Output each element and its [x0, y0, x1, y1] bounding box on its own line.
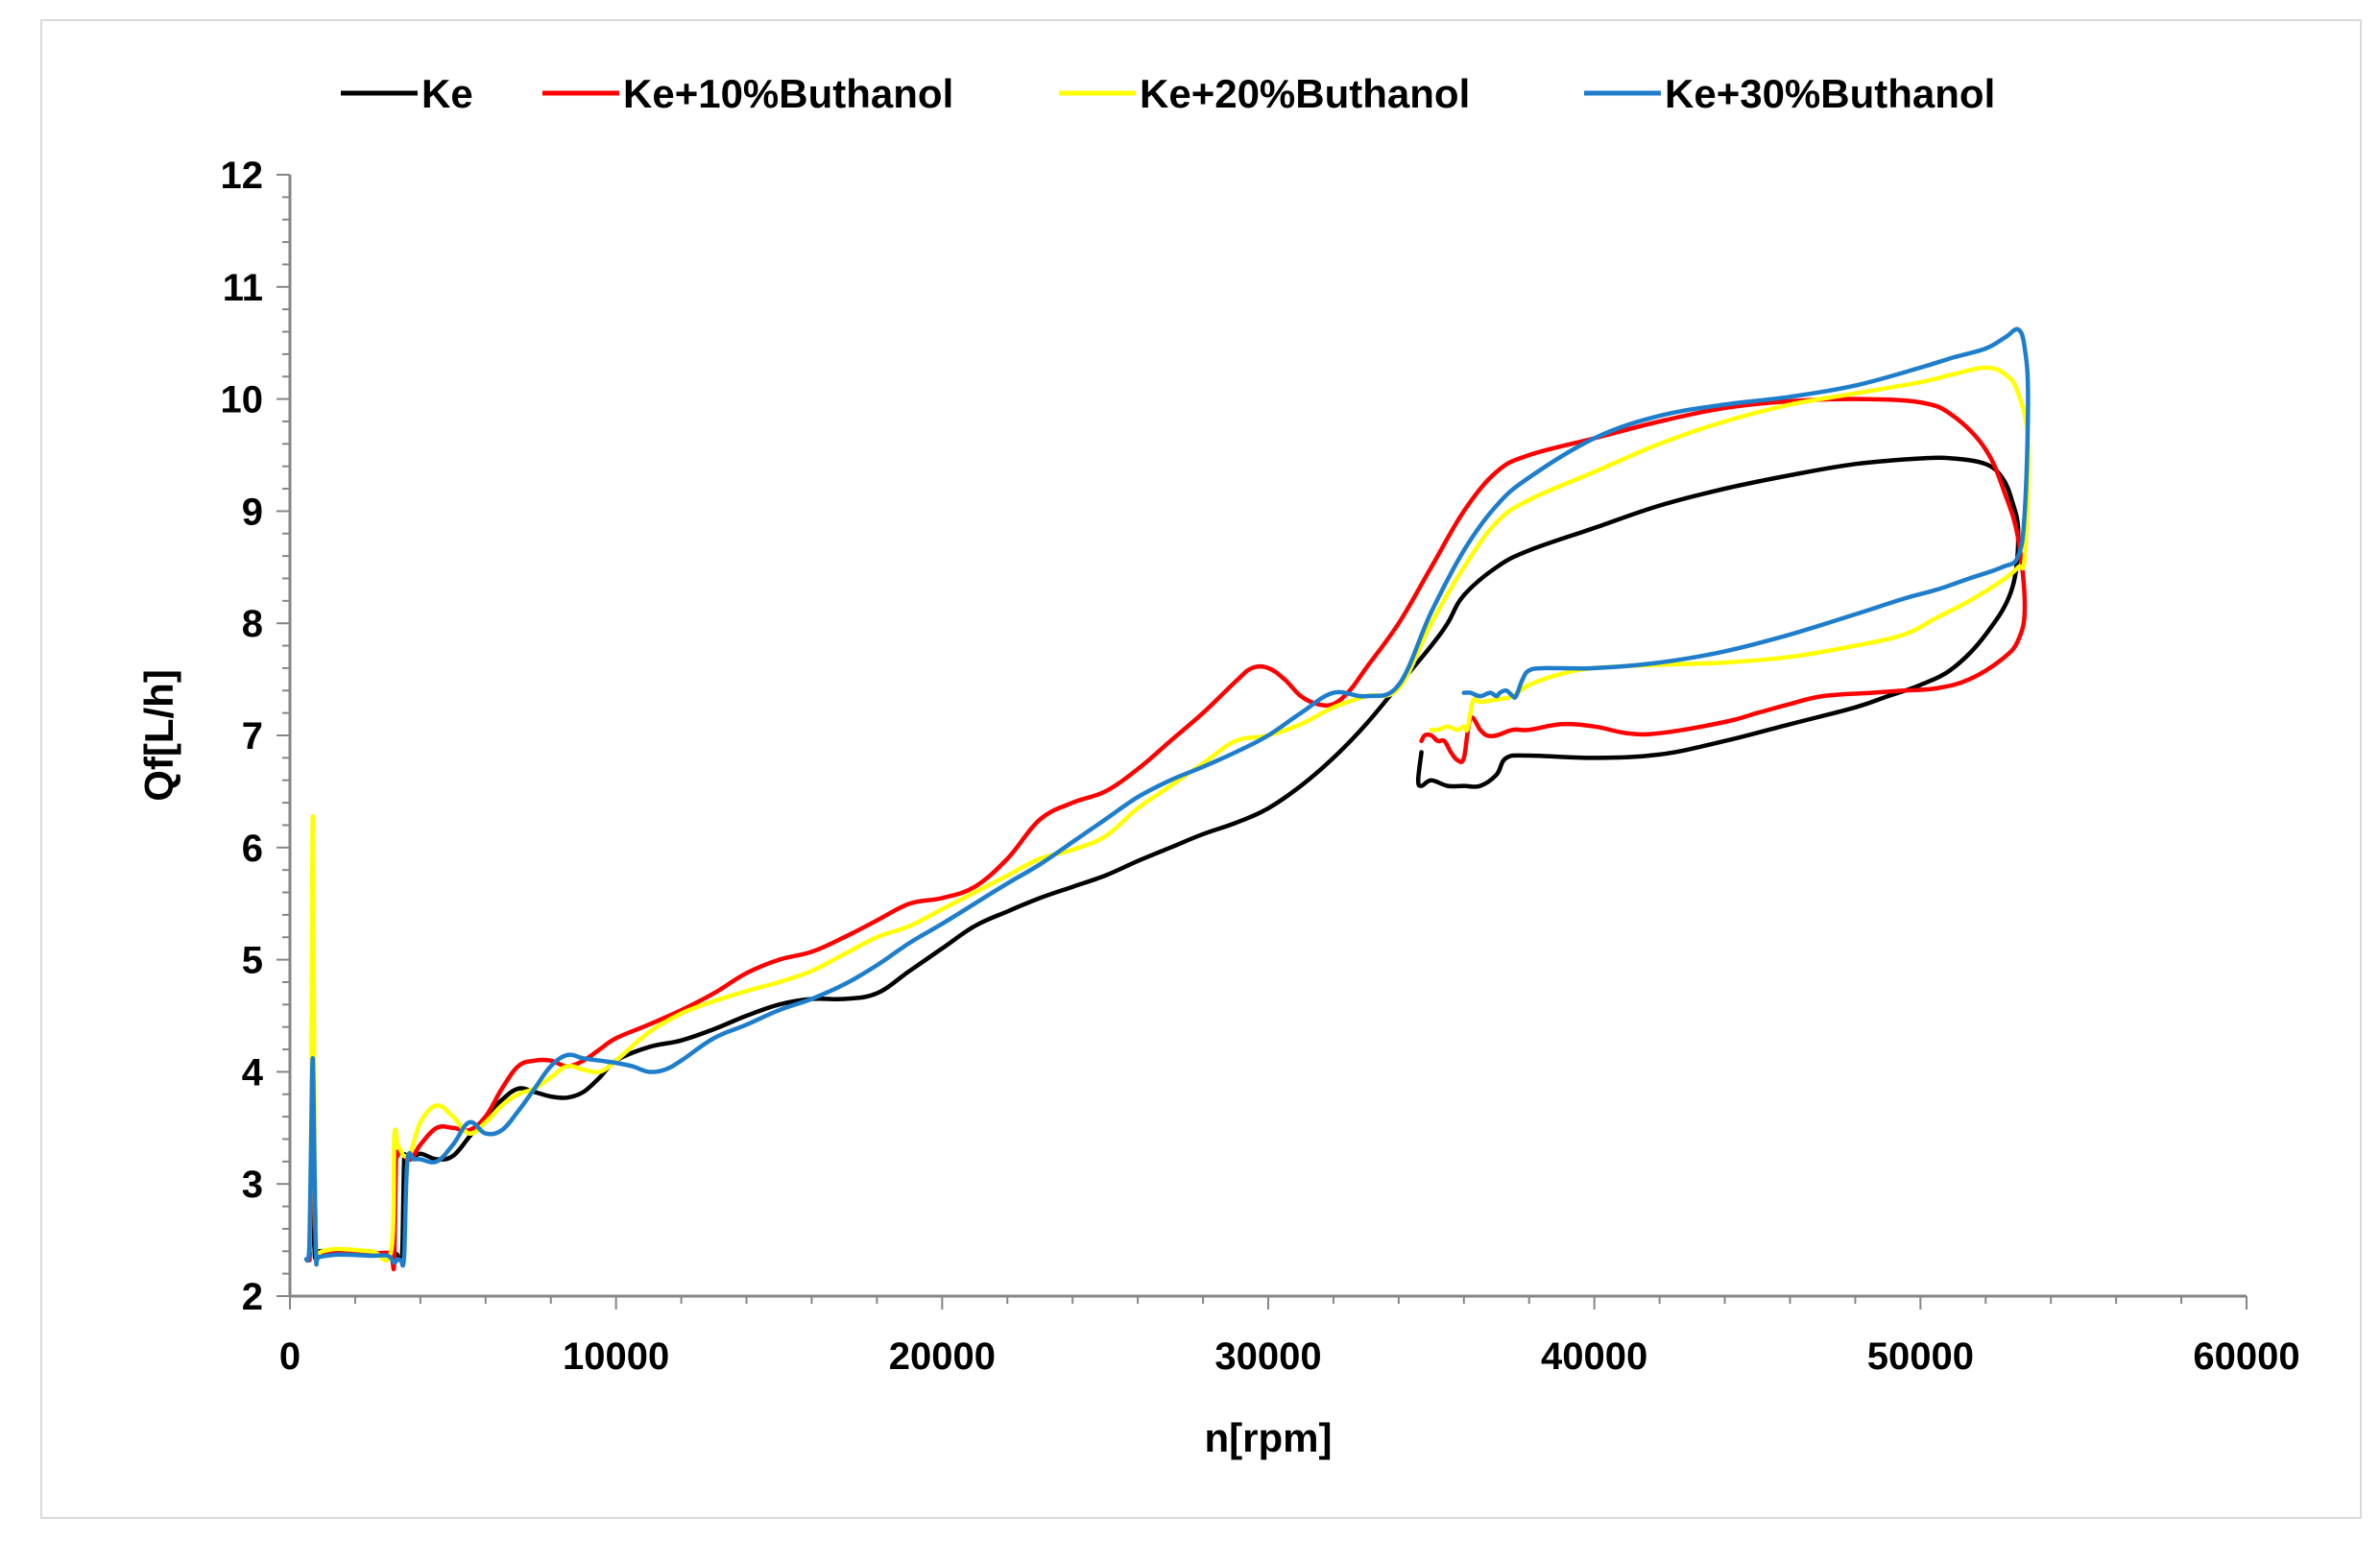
x-tick-label: 10000: [563, 1335, 669, 1378]
x-tick-label: 0: [279, 1335, 301, 1378]
legend-label-4: Ke+30%Buthanol: [1665, 71, 1995, 116]
x-tick-label: 60000: [2193, 1335, 2299, 1378]
x-tick-label: 30000: [1214, 1335, 1321, 1378]
series-group: [303, 326, 2031, 1272]
axes: 2 3 4 5 6 7 8 9 10 11 12 0 10000 20000 30000 40000 5000…: [221, 155, 2300, 1378]
x-axis-title: n[rpm]: [1205, 1415, 1333, 1460]
legend-label-2: Ke+10%Buthanol: [623, 71, 953, 116]
y-tick-label: 10: [221, 379, 264, 421]
y-tick-label: 3: [242, 1164, 263, 1206]
y-tick-label: 6: [242, 828, 263, 870]
x-ticks: 0 10000 20000 30000 40000 50000 60000: [279, 1296, 2300, 1378]
y-tick-label: 11: [223, 267, 263, 309]
y-tick-label: 7: [242, 715, 263, 757]
y-tick-label: 8: [242, 603, 263, 645]
y-tick-label: 9: [242, 491, 263, 533]
y-ticks: 2 3 4 5 6 7 8 9 10 11 12: [221, 155, 290, 1318]
series-line-2: [307, 397, 2028, 1272]
y-tick-label: 12: [221, 155, 264, 197]
y-tick-label: 4: [242, 1051, 264, 1094]
y-tick-label: 5: [242, 940, 263, 982]
legend-label-1: Ke: [421, 71, 473, 116]
legend-label-3: Ke+20%Buthanol: [1140, 71, 1470, 116]
x-tick-label: 40000: [1541, 1335, 1647, 1378]
legend: Ke Ke+10%Buthanol Ke+20%Buthanol Ke+30%Buth…: [341, 71, 1995, 116]
x-tick-label: 20000: [889, 1335, 996, 1378]
series-line-1: [307, 455, 2021, 1262]
series-line-3: [307, 365, 2031, 1264]
x-tick-label: 50000: [1867, 1335, 1974, 1378]
y-axis-title: Qf[L/h]: [136, 669, 181, 802]
y-tick-label: 2: [242, 1276, 263, 1318]
series-line-4: [303, 326, 2031, 1268]
